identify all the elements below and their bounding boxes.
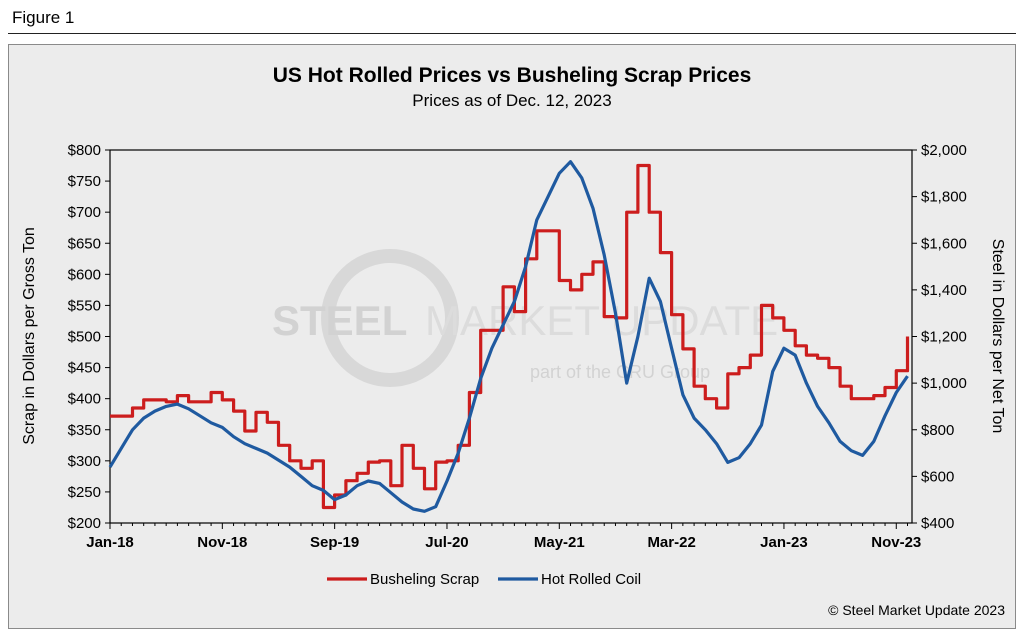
credit: © Steel Market Update 2023 [828, 602, 1005, 618]
y-left-tick-label: $650 [68, 235, 101, 252]
y-right-tick-label: $400 [921, 515, 954, 532]
legend: Busheling Scrap Hot Rolled Coil [327, 571, 641, 588]
x-tick-label: Jan-23 [760, 534, 808, 551]
y-left-tick-label: $600 [68, 266, 101, 283]
x-tick-label: Sep-19 [310, 534, 359, 551]
x-tick-label: Jan-18 [86, 534, 134, 551]
y-left-tick-label: $700 [68, 204, 101, 221]
chart-panel [8, 44, 1016, 629]
x-axis: Jan-18 Nov-18 Sep-19 Jul-20 May-21 Mar-22 Jan-… [86, 523, 921, 551]
y-right-tick-label: $600 [921, 468, 954, 485]
y-left-tick-label: $500 [68, 329, 101, 346]
y-right-tick-label: $1,800 [921, 189, 967, 206]
x-tick-label: Mar-22 [647, 534, 695, 551]
chart-title: US Hot Rolled Prices vs Busheling Scrap … [273, 64, 752, 87]
y-right-tick-label: $800 [921, 422, 954, 439]
y-left-tick-label: $750 [68, 173, 101, 190]
watermark-market-update: MARKET UPDATE [425, 297, 778, 344]
y-axis-right: $400 $600 $800 $1,000 $1,200 $1,400 $1,600 $1,8… [912, 142, 967, 532]
y-right-tick-label: $1,000 [921, 375, 967, 392]
watermark: STEEL MARKET UPDATE part of the CRU Grou… [272, 249, 778, 387]
x-tick-label: Nov-23 [871, 534, 921, 551]
y-axis-left: $200 $250 $300 $350 $400 $450 $500 $550 $600 $650… [68, 142, 110, 532]
x-tick-label: May-21 [534, 534, 585, 551]
y-right-tick-label: $1,600 [921, 235, 967, 252]
y-left-tick-label: $200 [68, 515, 101, 532]
x-tick-label: Nov-18 [197, 534, 247, 551]
chart-subtitle: Prices as of Dec. 12, 2023 [412, 91, 611, 110]
y-left-tick-label: $250 [68, 484, 101, 501]
top-rule [8, 33, 1016, 34]
figure-label: Figure 1 [12, 8, 75, 27]
y-axis-right-label: Steel in Dollars per Net Ton [989, 239, 1006, 433]
legend-label-busheling-scrap: Busheling Scrap [370, 571, 479, 588]
y-axis-left-label: Scrap in Dollars per Gross Ton [21, 227, 38, 445]
y-left-tick-label: $450 [68, 360, 101, 377]
y-left-tick-label: $300 [68, 453, 101, 470]
y-left-tick-label: $550 [68, 297, 101, 314]
y-right-tick-label: $1,400 [921, 282, 967, 299]
series-hot-rolled-coil [108, 160, 909, 513]
x-tick-label: Jul-20 [425, 534, 468, 551]
legend-label-hot-rolled-coil: Hot Rolled Coil [541, 571, 641, 588]
y-right-tick-label: $1,200 [921, 329, 967, 346]
y-left-tick-label: $400 [68, 391, 101, 408]
y-left-tick-label: $350 [68, 422, 101, 439]
watermark-logo-icon [321, 249, 459, 387]
series-busheling-scrap [110, 163, 910, 510]
y-left-tick-label: $800 [68, 142, 101, 159]
watermark-cru: part of the CRU Group [530, 362, 710, 382]
watermark-steel: STEEL [272, 297, 407, 344]
y-right-tick-label: $2,000 [921, 142, 967, 159]
